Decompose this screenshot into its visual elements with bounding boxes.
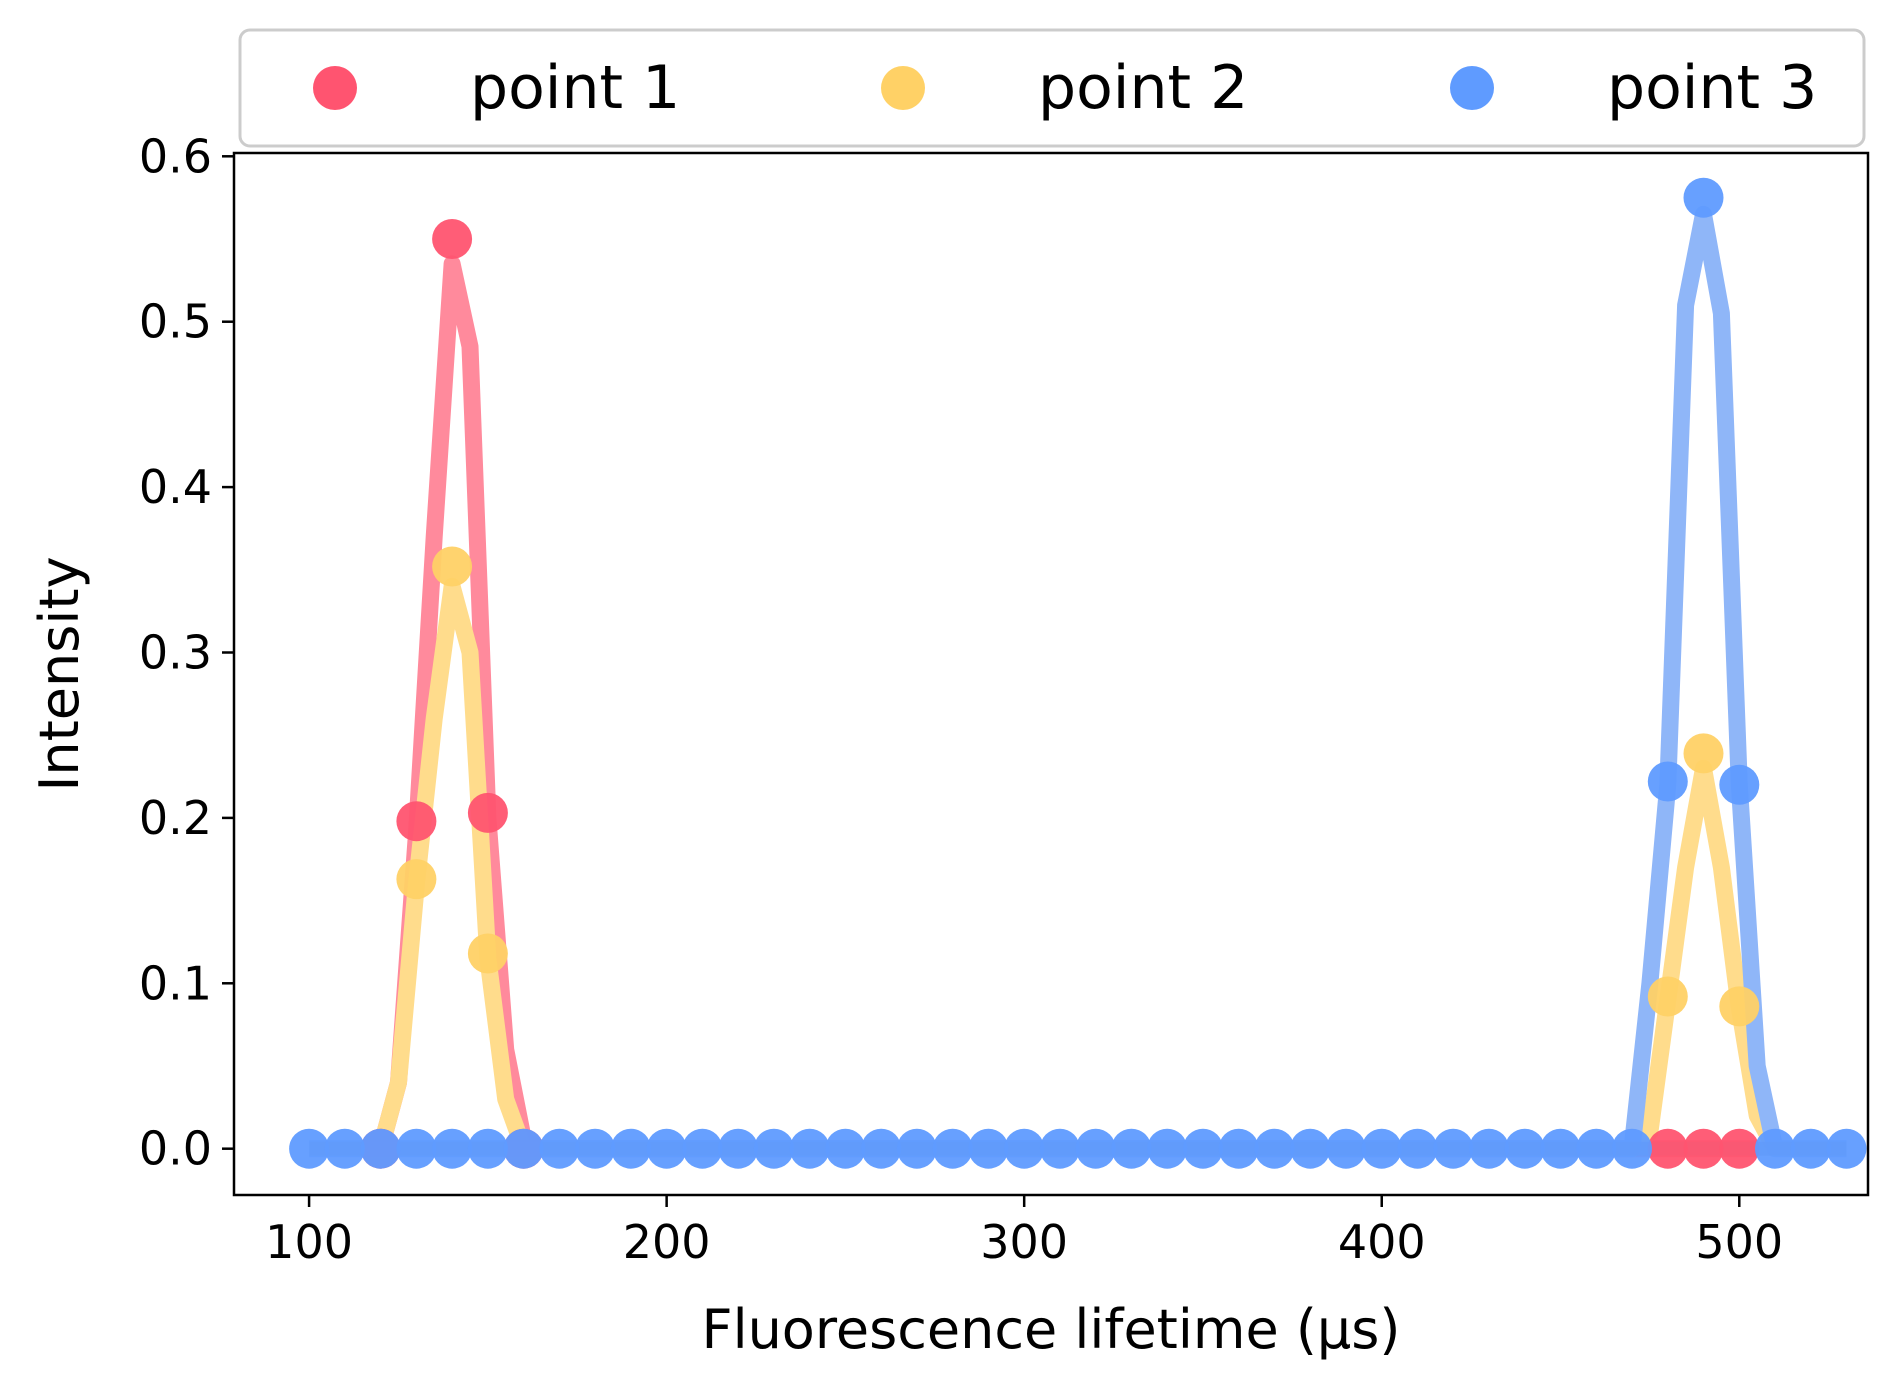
data-point-point-3: [1290, 1128, 1331, 1169]
y-axis-label: Intensity: [28, 556, 91, 791]
data-point-point-3: [1540, 1128, 1581, 1169]
data-point-point-3: [718, 1128, 759, 1169]
legend-marker-point-1: [313, 66, 357, 110]
data-point-point-3: [968, 1128, 1009, 1169]
data-point-point-3: [1647, 761, 1688, 802]
x-tick-label: 300: [980, 1215, 1068, 1269]
data-point-point-3: [396, 1128, 437, 1169]
legend-entry-point-2: point 2: [1038, 53, 1248, 123]
legend-marker-point-2: [881, 66, 925, 110]
plot-frame: [232, 151, 1870, 1197]
data-point-point-3: [1719, 764, 1760, 805]
data-point-point-3: [1183, 1128, 1223, 1169]
data-point-point-3: [861, 1128, 902, 1169]
data-point-point-3: [1326, 1128, 1366, 1169]
data-point-point-3: [789, 1128, 830, 1169]
y-tick-label: 0.0: [139, 1122, 212, 1176]
x-axis-label: Fluorescence lifetime (μs): [702, 1298, 1401, 1361]
data-point-point-3: [1433, 1128, 1474, 1169]
data-point-point-3: [1683, 177, 1724, 218]
data-point-point-3: [1504, 1128, 1545, 1169]
data-point-point-3: [1039, 1128, 1080, 1169]
x-tick-label: 400: [1338, 1215, 1426, 1269]
x-tick-label: 500: [1695, 1215, 1783, 1269]
y-tick-label: 0.1: [139, 956, 212, 1010]
data-point-point-3: [610, 1128, 651, 1169]
y-tick-label: 0.4: [139, 460, 212, 514]
data-point-point-3: [1218, 1128, 1259, 1169]
data-point-point-3: [1361, 1128, 1402, 1169]
y-tick-label: 0.5: [139, 295, 212, 349]
data-point-point-1: [396, 801, 437, 842]
data-point-point-3: [753, 1128, 794, 1169]
data-point-point-3: [324, 1128, 365, 1169]
data-point-point-3: [1826, 1128, 1867, 1169]
data-point-point-3: [575, 1128, 616, 1169]
data-point-point-3: [896, 1128, 937, 1169]
data-point-point-3: [1004, 1128, 1045, 1169]
series-line-point-2: [372, 577, 1783, 1158]
data-point-point-3: [539, 1128, 580, 1169]
data-point-point-1: [432, 219, 473, 259]
y-tick-label: 0.3: [139, 625, 212, 679]
legend: point 1 point 2 point 3: [238, 28, 1866, 148]
data-point-point-1: [1647, 1128, 1688, 1169]
data-point-point-3: [360, 1128, 401, 1169]
data-point-point-3: [432, 1128, 473, 1169]
data-point-point-2: [396, 859, 437, 900]
series-line-point-1: [372, 255, 1758, 1158]
data-point-point-3: [1612, 1128, 1652, 1169]
axes: 100 200 300 400 500 0.0 0.1 0.2 0.3 0.4 0.5 0.6: [139, 129, 1783, 1269]
data-point-point-3: [646, 1128, 687, 1169]
data-point-point-3: [503, 1128, 544, 1169]
data-point-point-1: [467, 792, 508, 833]
data-point-point-3: [932, 1128, 973, 1169]
data-point-point-2: [1683, 733, 1724, 774]
data-point-point-3: [1469, 1128, 1509, 1169]
data-point-point-3: [1397, 1128, 1438, 1169]
legend-entry-point-3: point 3: [1607, 53, 1817, 123]
data-point-point-3: [1755, 1128, 1795, 1169]
y-tick-label: 0.6: [139, 129, 212, 183]
data-point-point-1: [1719, 1128, 1760, 1169]
data-point-point-3: [467, 1128, 508, 1169]
x-tick-label: 100: [265, 1215, 353, 1269]
data-point-point-2: [467, 933, 508, 974]
series-line-point-3: [309, 205, 1847, 1158]
data-point-point-3: [1576, 1128, 1617, 1169]
data-point-point-3: [1111, 1128, 1152, 1169]
data-point-point-1: [1683, 1128, 1724, 1169]
data-point-point-2: [1647, 976, 1688, 1017]
data-point-point-3: [289, 1128, 330, 1169]
data-point-point-3: [1254, 1128, 1295, 1169]
data-point-point-3: [1147, 1128, 1188, 1169]
data-point-point-2: [1719, 986, 1760, 1027]
data-point-point-3: [682, 1128, 723, 1169]
legend-frame: [238, 28, 1866, 148]
plot-area: [289, 177, 1867, 1169]
legend-marker-point-3: [1450, 66, 1494, 110]
data-point-point-3: [1075, 1128, 1116, 1169]
data-point-point-3: [825, 1128, 866, 1169]
y-tick-label: 0.2: [139, 791, 212, 845]
legend-entry-point-1: point 1: [470, 53, 680, 123]
x-tick-label: 200: [623, 1215, 711, 1269]
data-point-point-2: [432, 546, 473, 587]
data-point-point-3: [1790, 1128, 1831, 1169]
